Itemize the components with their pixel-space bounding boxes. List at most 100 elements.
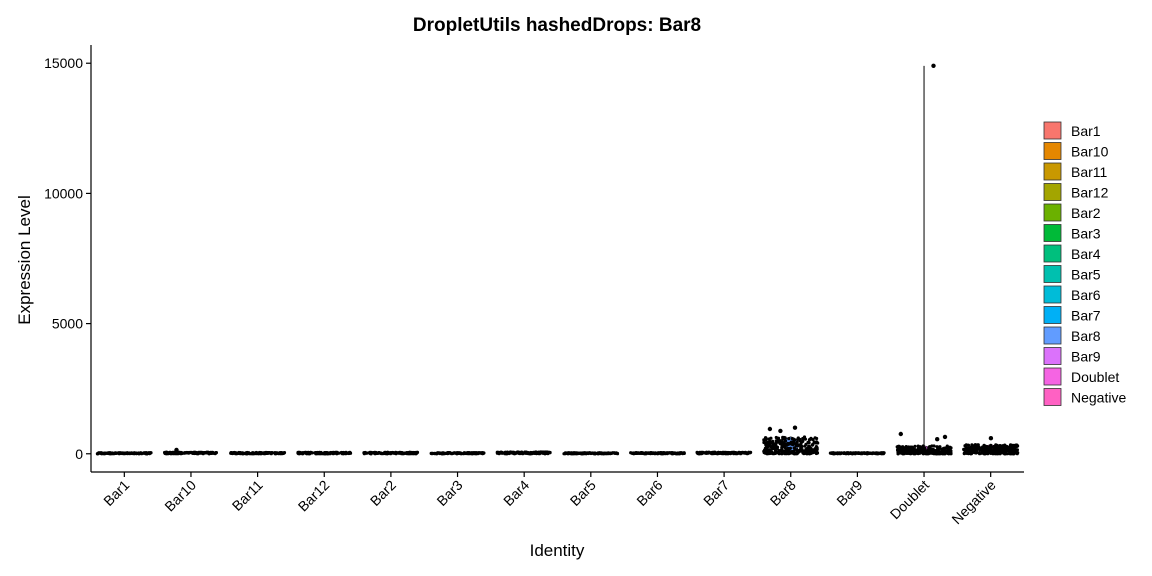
data-point: [301, 451, 305, 455]
data-point: [656, 452, 660, 456]
data-point: [989, 445, 993, 449]
plot-area: [95, 63, 1020, 456]
data-point: [986, 449, 990, 453]
outlier-point: [778, 428, 783, 434]
legend-label: Bar11: [1071, 164, 1108, 180]
legend-key: [1043, 162, 1062, 181]
data-point: [1010, 450, 1014, 454]
data-point: [322, 451, 327, 455]
data-point: [1012, 443, 1016, 447]
data-point: [963, 450, 968, 454]
data-point: [412, 450, 416, 455]
x-tick-label: Bar8: [767, 477, 799, 509]
data-point: [814, 451, 819, 456]
data-point: [780, 452, 784, 456]
data-point: [746, 451, 750, 455]
data-point: [762, 449, 766, 453]
data-point: [765, 449, 770, 453]
data-point: [873, 451, 877, 455]
outlier-point: [898, 431, 903, 437]
data-point: [994, 444, 999, 448]
data-point: [981, 450, 985, 454]
data-point: [515, 450, 519, 454]
data-point: [1005, 448, 1009, 452]
data-point: [945, 445, 949, 449]
legend-key: [1043, 224, 1062, 242]
data-point: [372, 451, 376, 455]
data-point: [938, 445, 942, 449]
data-point: [928, 445, 932, 449]
x-tick-label: Bar6: [633, 477, 665, 509]
data-point: [969, 452, 973, 456]
legend-key: [1043, 265, 1062, 283]
data-point: [333, 451, 337, 455]
legend-label: Doublet: [1071, 369, 1119, 385]
violin-group: [629, 451, 686, 456]
data-point: [781, 435, 785, 439]
data-point: [768, 440, 772, 444]
data-point: [566, 451, 571, 455]
data-point: [815, 449, 819, 453]
data-point: [643, 452, 647, 456]
data-point: [600, 451, 604, 455]
data-point: [976, 443, 980, 447]
data-point: [937, 452, 941, 456]
data-point: [809, 450, 813, 454]
data-point: [718, 451, 722, 455]
data-point: [857, 451, 861, 455]
data-point: [202, 451, 206, 455]
data-point: [787, 447, 792, 451]
legend-label: Negative: [1071, 390, 1126, 406]
data-point: [963, 444, 967, 448]
data-point: [605, 451, 609, 455]
data-point: [966, 452, 971, 456]
data-point: [179, 452, 183, 456]
data-point: [807, 444, 811, 448]
data-point: [392, 451, 396, 455]
data-point: [996, 450, 1001, 454]
data-point: [240, 452, 245, 456]
data-point: [949, 452, 953, 456]
data-point: [781, 444, 785, 448]
legend-label: Bar4: [1071, 246, 1101, 262]
outlier-point: [174, 447, 179, 453]
data-point: [935, 445, 939, 449]
data-point: [983, 444, 988, 448]
data-point: [575, 451, 579, 455]
data-point: [615, 452, 620, 456]
data-point: [1003, 443, 1007, 447]
legend-label: Bar7: [1071, 308, 1101, 324]
data-point: [313, 451, 318, 455]
data-point: [297, 451, 301, 455]
data-point: [865, 451, 870, 455]
data-point: [764, 443, 768, 447]
data-point: [583, 451, 587, 455]
data-point: [977, 451, 981, 455]
x-tick-label: Bar5: [567, 477, 599, 509]
data-point: [528, 451, 532, 455]
data-point: [902, 447, 906, 451]
data-point: [536, 451, 541, 456]
data-point: [122, 451, 126, 455]
data-point: [920, 451, 924, 455]
data-point: [762, 438, 767, 442]
violin-group: [695, 450, 753, 456]
data-point: [348, 450, 352, 454]
data-point: [921, 444, 925, 448]
data-point: [702, 451, 706, 455]
data-point: [907, 446, 912, 450]
data-point: [1001, 447, 1006, 451]
data-point: [134, 451, 138, 455]
data-point: [168, 451, 173, 455]
outlier-point: [767, 426, 773, 432]
data-point: [792, 438, 797, 442]
data-point: [715, 451, 719, 455]
data-point: [662, 451, 666, 455]
data-point: [230, 451, 234, 456]
data-point: [272, 451, 277, 455]
data-point: [653, 451, 657, 455]
data-point: [591, 451, 595, 455]
data-point: [1005, 446, 1009, 450]
data-point: [907, 449, 911, 453]
x-tick-label: Bar10: [161, 477, 199, 515]
